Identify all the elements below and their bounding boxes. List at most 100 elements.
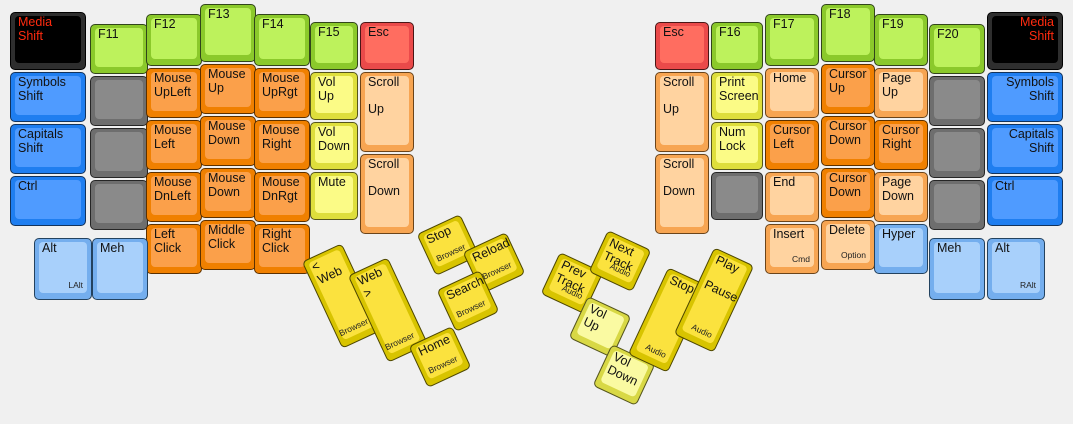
key-right-col-esc-right-scroll-up-1[interactable]: Scroll Up <box>655 72 709 152</box>
key-right-col-f16-blank-3[interactable] <box>711 172 763 220</box>
key-face <box>879 18 923 59</box>
key-meh-left[interactable]: Meh <box>92 238 148 300</box>
key-face <box>414 331 464 380</box>
key-alt-left[interactable]: Alt LAlt <box>34 238 92 300</box>
key-face <box>716 126 758 163</box>
key-right-col-f20-blank-1[interactable] <box>929 76 985 126</box>
key-left-col-f14-mouse-right-2[interactable]: Mouse Right <box>254 120 310 170</box>
key-face <box>95 28 143 67</box>
key-face <box>879 124 923 163</box>
key-left-col-f12-mouse-left-2[interactable]: Mouse Left <box>146 120 202 170</box>
key-face <box>992 128 1058 167</box>
key-face <box>259 176 305 215</box>
key-left-col-f14-mouse-uprgt-1[interactable]: Mouse UpRgt <box>254 68 310 118</box>
key-right-col-f19-f19-0[interactable]: F19 <box>874 14 928 66</box>
key-left-col-f11-blank-2[interactable] <box>90 128 148 178</box>
key-left-col-f13-mouse-up-1[interactable]: Mouse Up <box>200 64 256 114</box>
key-face <box>205 120 251 159</box>
key-right-col-f18-delete-4[interactable]: Delete Option <box>821 220 875 270</box>
key-left-col-f13-middle-click-4[interactable]: Middle Click <box>200 220 256 270</box>
key-left-col-f11-blank-3[interactable] <box>90 180 148 230</box>
key-face <box>992 16 1058 63</box>
key-left-col-outer-left-symbols-shift-1[interactable]: Symbols Shift <box>10 72 86 122</box>
key-left-col-f11-blank-1[interactable] <box>90 76 148 126</box>
key-face <box>770 124 814 163</box>
key-right-col-f18-cursor-down-3[interactable]: Cursor Down <box>821 168 875 218</box>
key-left-col-f14-f14-0[interactable]: F14 <box>254 14 310 66</box>
key-right-col-f19-hyper-4[interactable]: Hyper <box>874 224 928 274</box>
key-left-col-f14-mouse-dnrgt-3[interactable]: Mouse DnRgt <box>254 172 310 222</box>
key-face <box>660 158 704 227</box>
key-face <box>205 224 251 263</box>
key-left-col-f15-mute-3[interactable]: Mute <box>310 172 358 220</box>
key-face <box>770 18 814 59</box>
key-left-col-f13-mouse-down-3[interactable]: Mouse Down <box>200 168 256 218</box>
key-left-col-f14-right-click-4[interactable]: Right Click <box>254 224 310 274</box>
key-face <box>315 176 353 213</box>
key-right-col-f16-f16-0[interactable]: F16 <box>711 22 763 70</box>
key-right-col-outer-right-media-shift-0[interactable]: Media Shift <box>987 12 1063 70</box>
key-face <box>95 80 143 119</box>
key-face <box>879 176 923 215</box>
key-left-col-f13-mouse-down-2[interactable]: Mouse Down <box>200 116 256 166</box>
key-face <box>934 242 980 293</box>
key-right-col-f16-print-screen-1[interactable]: Print Screen <box>711 72 763 120</box>
key-right-col-esc-right-esc-0[interactable]: Esc <box>655 22 709 70</box>
key-face <box>315 126 353 163</box>
key-left-col-esc-left-scroll-down-2[interactable]: Scroll Down <box>360 154 414 234</box>
key-right-col-f20-blank-2[interactable] <box>929 128 985 178</box>
key-left-col-f11-f11-0[interactable]: F11 <box>90 24 148 74</box>
key-right-col-f20-f20-0[interactable]: F20 <box>929 24 985 74</box>
key-right-col-f17-cursor-left-2[interactable]: Cursor Left <box>765 120 819 170</box>
key-right-col-f17-end-3[interactable]: End <box>765 172 819 222</box>
key-face <box>826 68 870 107</box>
key-alt-right[interactable]: Alt RAlt <box>987 238 1045 300</box>
key-left-col-outer-left-ctrl-3[interactable]: Ctrl <box>10 176 86 226</box>
key-face <box>992 76 1058 115</box>
key-left-col-f12-left-click-4[interactable]: Left Click <box>146 224 202 274</box>
key-right-col-f19-page-down-3[interactable]: Page Down <box>874 172 928 222</box>
key-right-col-f18-cursor-down-2[interactable]: Cursor Down <box>821 116 875 166</box>
key-right-col-f17-home-1[interactable]: Home <box>765 68 819 118</box>
key-left-col-f12-mouse-upleft-1[interactable]: Mouse UpLeft <box>146 68 202 118</box>
key-right-col-f20-blank-3[interactable] <box>929 180 985 230</box>
key-right-col-f17-f17-0[interactable]: F17 <box>765 14 819 66</box>
key-face <box>259 18 305 59</box>
key-left-col-f15-vol-up-1[interactable]: Vol Up <box>310 72 358 120</box>
key-left-col-esc-left-esc-0[interactable]: Esc <box>360 22 414 70</box>
key-right-col-outer-right-ctrl-3[interactable]: Ctrl <box>987 176 1063 226</box>
key-right-col-outer-right-capitals-shift-2[interactable]: Capitals Shift <box>987 124 1063 174</box>
key-face <box>97 242 143 293</box>
key-face <box>95 184 143 223</box>
key-right-col-f19-cursor-right-2[interactable]: Cursor Right <box>874 120 928 170</box>
key-left-col-f12-mouse-dnleft-3[interactable]: Mouse DnLeft <box>146 172 202 222</box>
key-meh-right[interactable]: Meh <box>929 238 985 300</box>
key-right-col-f16-num-lock-2[interactable]: Num Lock <box>711 122 763 170</box>
key-left-col-f12-f12-0[interactable]: F12 <box>146 14 202 66</box>
key-face <box>315 26 353 63</box>
key-right-col-outer-right-symbols-shift-1[interactable]: Symbols Shift <box>987 72 1063 122</box>
key-face <box>259 124 305 163</box>
key-right-col-f19-page-up-1[interactable]: Page Up <box>874 68 928 118</box>
key-left-col-f13-f13-0[interactable]: F13 <box>200 4 256 62</box>
key-face <box>151 18 197 59</box>
key-face <box>826 224 870 263</box>
key-face <box>576 301 626 350</box>
key-left-col-esc-left-scroll-up-1[interactable]: Scroll Up <box>360 72 414 152</box>
key-face <box>770 228 814 267</box>
key-face <box>716 26 758 63</box>
key-right-col-esc-right-scroll-down-2[interactable]: Scroll Down <box>655 154 709 234</box>
key-left-col-f15-f15-0[interactable]: F15 <box>310 22 358 70</box>
key-face <box>879 72 923 111</box>
key-right-col-f18-cursor-up-1[interactable]: Cursor Up <box>821 64 875 114</box>
key-right-col-f17-insert-4[interactable]: Insert Cmd <box>765 224 819 274</box>
key-left-col-outer-left-capitals-shift-2[interactable]: Capitals Shift <box>10 124 86 174</box>
key-left-col-outer-left-media-shift-0[interactable]: Media Shift <box>10 12 86 70</box>
key-left-col-f15-vol-down-2[interactable]: Vol Down <box>310 122 358 170</box>
key-face <box>15 76 81 115</box>
key-face <box>259 72 305 111</box>
key-face <box>39 242 87 293</box>
key-face <box>365 158 409 227</box>
key-right-col-f18-f18-0[interactable]: F18 <box>821 4 875 62</box>
